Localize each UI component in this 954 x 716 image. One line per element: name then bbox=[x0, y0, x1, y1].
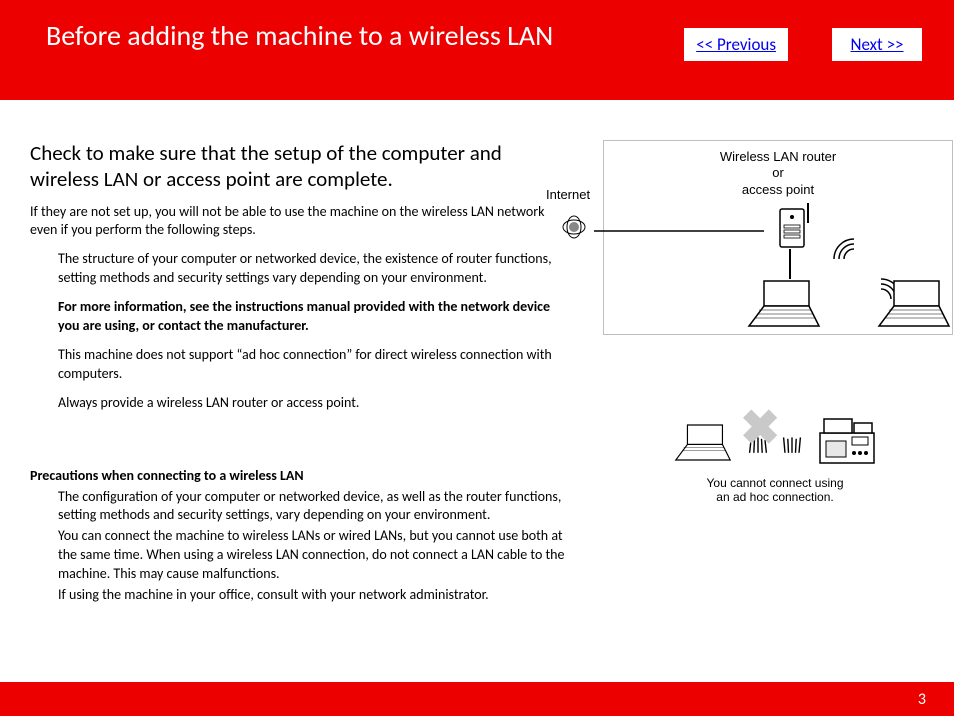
precaution-item: If using the machine in your office, con… bbox=[58, 586, 565, 605]
internet-icon bbox=[556, 209, 592, 245]
adhoc-caption-line: an ad hoc connection. bbox=[716, 490, 833, 504]
bullet-item: Always provide a wireless LAN router or … bbox=[58, 394, 565, 413]
printer-icon bbox=[812, 415, 882, 470]
page-footer: 3 bbox=[0, 682, 954, 716]
nav-buttons: << Previous Next >> bbox=[684, 28, 922, 61]
text-column: Check to make sure that the setup of the… bbox=[30, 140, 565, 615]
diagram-column: Wireless LAN router or access point Inte… bbox=[595, 140, 953, 615]
internet-label: Internet bbox=[546, 187, 590, 202]
adhoc-caption-line: You cannot connect using bbox=[707, 476, 844, 490]
cross-icon: ✖ bbox=[740, 400, 780, 456]
precautions-list: The configuration of your computer or ne… bbox=[30, 488, 565, 605]
router-label-line: or bbox=[772, 165, 784, 180]
intro-text: Check to make sure that the setup of the… bbox=[30, 140, 565, 193]
manual-page: Before adding the machine to a wireless … bbox=[0, 0, 954, 716]
laptop-icon bbox=[668, 420, 738, 465]
note-text: If they are not set up, you will not be … bbox=[30, 203, 565, 241]
network-diagram: Wireless LAN router or access point Inte… bbox=[603, 140, 953, 335]
precautions-heading: Precautions when connecting to a wireles… bbox=[30, 467, 565, 484]
bullet-list: The structure of your computer or networ… bbox=[30, 250, 565, 412]
router-label-line: access point bbox=[742, 182, 814, 197]
page-title: Before adding the machine to a wireless … bbox=[46, 18, 553, 53]
wire-line-icon bbox=[594, 223, 766, 279]
laptop-icon bbox=[869, 276, 954, 331]
precaution-item: You can connect the machine to wireless … bbox=[58, 527, 565, 584]
wire-vertical-icon bbox=[789, 249, 791, 279]
bullet-item: This machine does not support “ad hoc co… bbox=[58, 346, 565, 384]
page-header: Before adding the machine to a wireless … bbox=[0, 0, 954, 100]
previous-button[interactable]: << Previous bbox=[684, 28, 788, 61]
page-number: 3 bbox=[918, 690, 926, 709]
next-button[interactable]: Next >> bbox=[832, 28, 922, 61]
bullet-item: The structure of your computer or networ… bbox=[58, 250, 565, 288]
wifi-signal-icon bbox=[778, 429, 806, 457]
router-label-line: Wireless LAN router bbox=[720, 149, 836, 164]
adhoc-caption: You cannot connect using an ad hoc conne… bbox=[645, 476, 905, 504]
wifi-signal-icon bbox=[829, 229, 869, 269]
bullet-item: For more information, see the instructio… bbox=[58, 298, 565, 336]
page-body: Check to make sure that the setup of the… bbox=[0, 100, 954, 615]
laptop-icon bbox=[739, 276, 829, 331]
precaution-item: The configuration of your computer or ne… bbox=[58, 488, 565, 526]
adhoc-diagram: ✖ bbox=[645, 415, 905, 504]
router-label: Wireless LAN router or access point bbox=[604, 149, 952, 198]
router-icon bbox=[762, 201, 822, 261]
